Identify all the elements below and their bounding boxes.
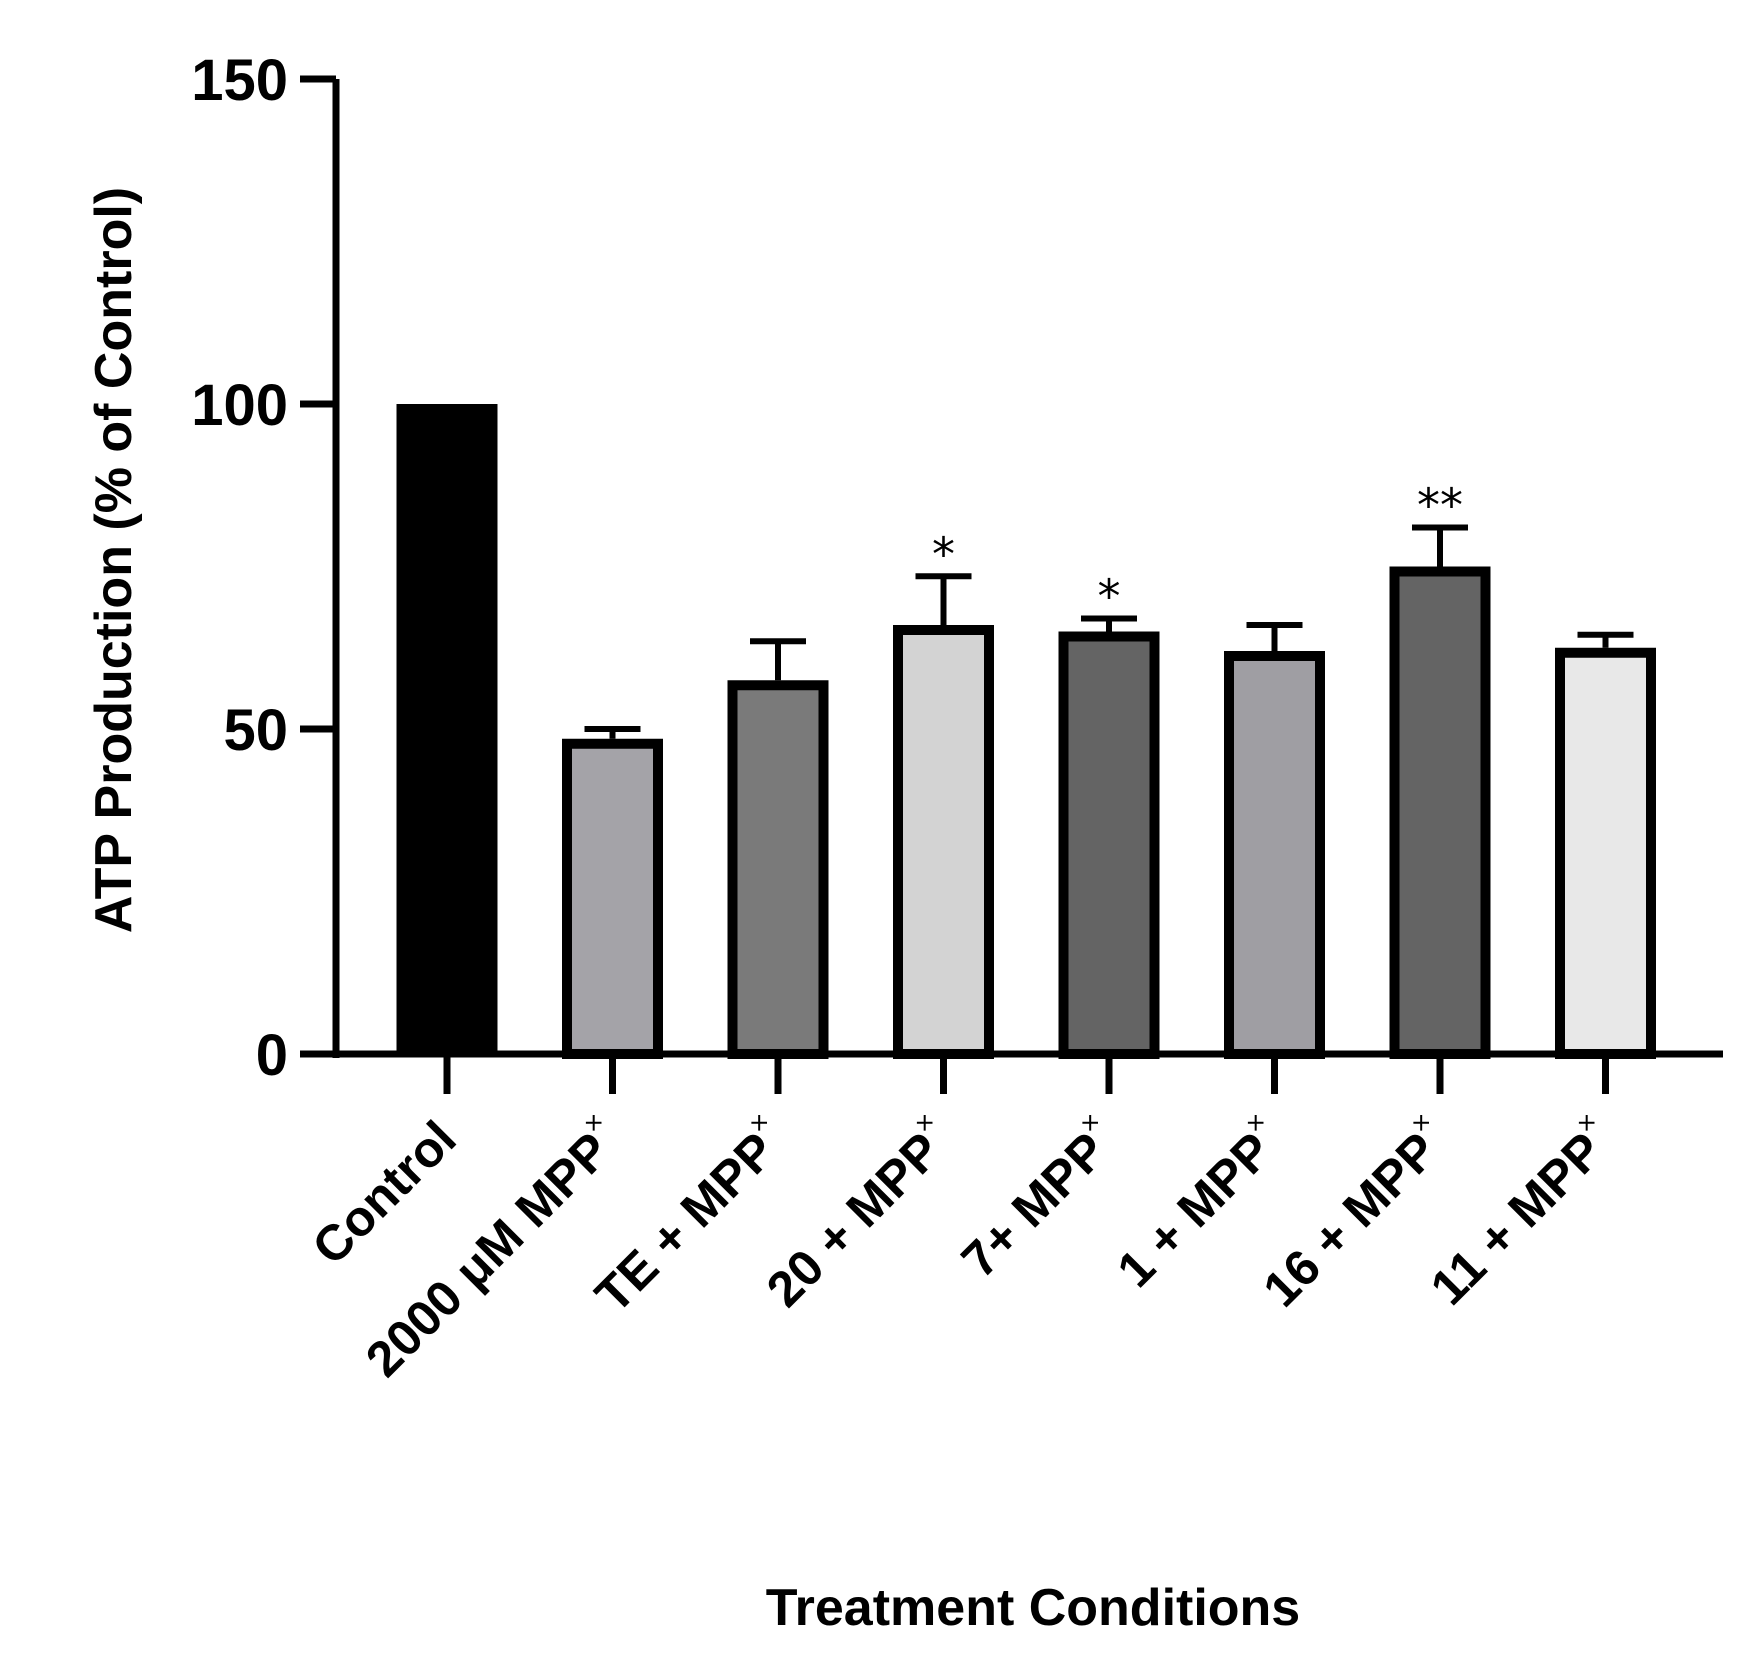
x-category-text: 11 + MPP: [1420, 1122, 1614, 1316]
bar: [1389, 566, 1491, 1059]
x-category-text: 7+ MPP: [951, 1122, 1117, 1288]
x-category-label: Control: [302, 1110, 467, 1275]
x-category-text: TE + MPP: [585, 1122, 787, 1324]
bar: [1058, 631, 1160, 1059]
x-category-label: 7+ MPP×: [947, 1106, 1129, 1288]
bar: [1224, 651, 1325, 1059]
x-category-label: 20 + MPP×: [752, 1106, 964, 1318]
x-category-text: 20 + MPP: [756, 1122, 952, 1318]
x-category-text: 16 + MPP: [1252, 1122, 1448, 1318]
y-axis-title: ATP Production (% of Control): [85, 187, 143, 933]
bar: [562, 738, 663, 1059]
bar: [396, 404, 498, 1054]
bar: [1555, 647, 1656, 1059]
significance-label: *: [932, 527, 955, 581]
y-tick-label: 0: [256, 1023, 288, 1088]
significance-label: *: [1098, 570, 1121, 624]
y-tick-label: 150: [191, 48, 288, 113]
x-category-text: Control: [302, 1110, 467, 1275]
significance-label: **: [1417, 479, 1463, 533]
bar: [727, 680, 829, 1059]
bar: [893, 625, 994, 1059]
x-category-text: 1 + MPP: [1107, 1122, 1283, 1298]
x-category-label: 11 + MPP×: [1416, 1106, 1626, 1316]
x-axis-title: Treatment Conditions: [766, 1579, 1300, 1637]
y-tick-label: 50: [223, 698, 288, 763]
y-tick-label: 100: [191, 373, 288, 438]
x-category-label: 16 + MPP×: [1248, 1106, 1460, 1318]
x-category-label: TE + MPP×: [580, 1106, 798, 1324]
